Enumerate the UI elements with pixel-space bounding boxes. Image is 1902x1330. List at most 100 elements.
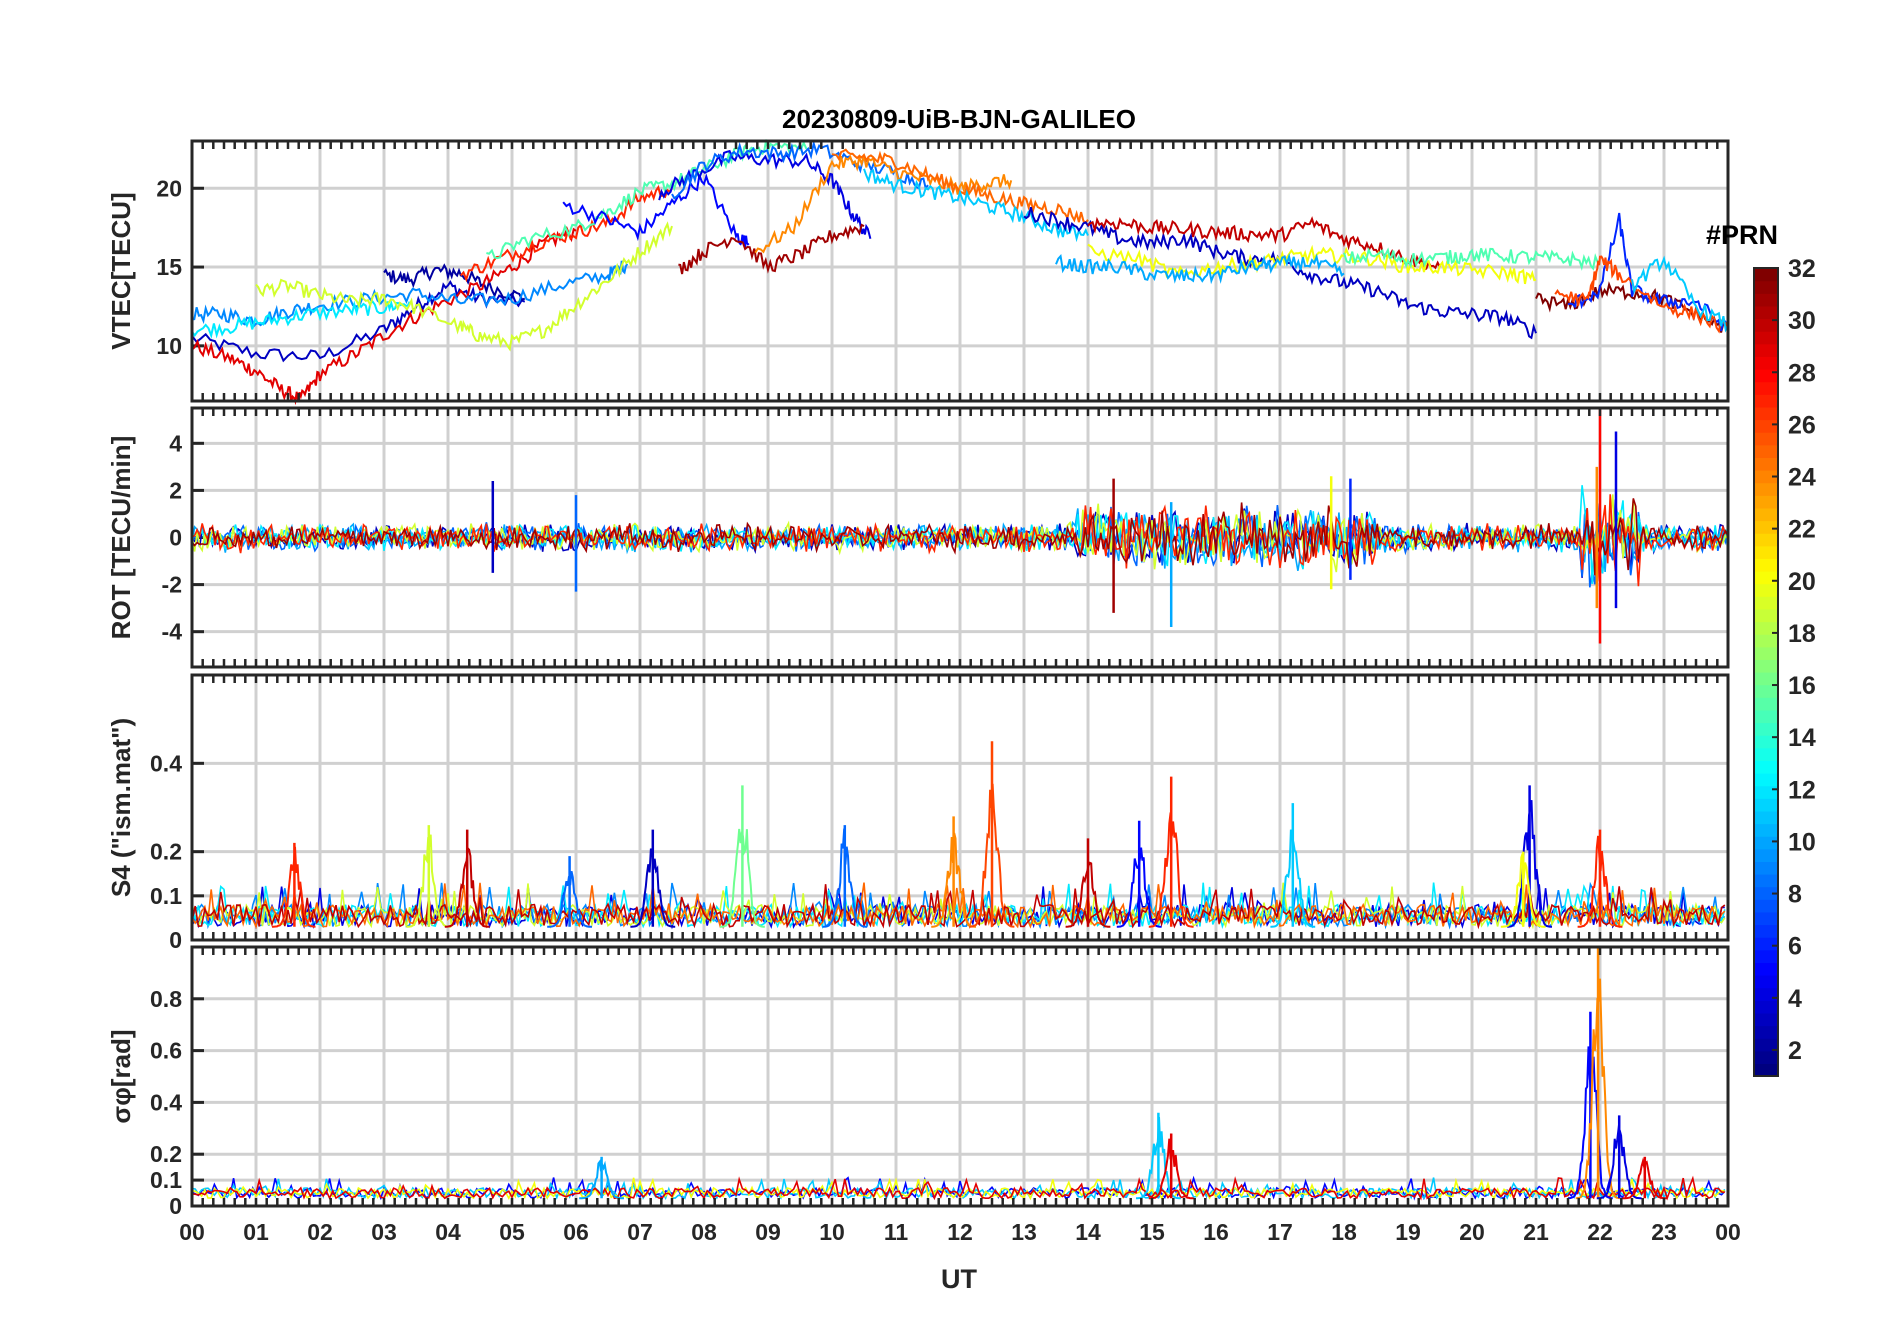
x-tick-label: 17	[1267, 1219, 1293, 1245]
y-tick-label: 0.1	[150, 883, 182, 909]
x-tick-label: 22	[1587, 1219, 1613, 1245]
colorbar-segment	[1754, 381, 1778, 395]
colorbar-segment	[1754, 457, 1778, 471]
x-tick-label: 06	[563, 1219, 589, 1245]
colorbar-segment	[1754, 798, 1778, 812]
x-tick-label: 10	[819, 1219, 845, 1245]
colorbar-segment	[1754, 886, 1778, 900]
colorbar-segment	[1754, 305, 1778, 320]
colorbar-segment	[1754, 810, 1778, 825]
colorbar-segment	[1754, 495, 1778, 509]
x-tick-label: 00	[1715, 1219, 1741, 1245]
x-tick-label: 21	[1523, 1219, 1549, 1245]
panel-vtec: 10 15 20 VTEC[TECU]	[106, 139, 1730, 406]
colorbar-tick-label: 8	[1788, 881, 1802, 909]
vtec-series-line	[1631, 255, 1729, 333]
x-tick-label: 13	[1011, 1219, 1037, 1245]
vtec-series-line	[255, 221, 673, 352]
vtec-series-line	[1087, 216, 1441, 272]
x-axis-label: UT	[941, 1264, 977, 1294]
colorbar-segment	[1754, 621, 1778, 635]
sigma_phi-series-line	[191, 1175, 1725, 1201]
sigma_phi-series-line	[191, 1176, 1726, 1201]
colorbar-segment	[1754, 356, 1778, 370]
y-tick-label: 2	[169, 477, 182, 503]
y-axis-label: ROT [TECU/min]	[106, 436, 136, 640]
colorbar-tick-label: 32	[1788, 255, 1816, 283]
x-tick-label: 11	[884, 1219, 909, 1245]
x-tick-label: 15	[1139, 1219, 1165, 1245]
y-tick-label: 0	[169, 1193, 182, 1219]
colorbar-segment	[1754, 634, 1778, 648]
y-tick-label: 4	[169, 430, 182, 456]
vtec-series-line	[486, 139, 808, 260]
colorbar-segment	[1754, 268, 1778, 282]
vtec-series-line	[678, 223, 865, 275]
y-tick-label: 0.2	[150, 839, 182, 865]
colorbar-segment	[1754, 911, 1778, 926]
colorbar-segment	[1754, 1000, 1778, 1014]
colorbar-segment	[1754, 785, 1778, 799]
series-group	[191, 741, 1726, 930]
y-tick-label: 15	[156, 254, 182, 280]
colorbar-segment	[1754, 419, 1778, 433]
colorbar-segment	[1754, 747, 1778, 761]
colorbar-segment	[1754, 293, 1778, 307]
colorbar-segment	[1754, 280, 1778, 294]
colorbar-segment	[1754, 507, 1778, 522]
colorbar-segment	[1754, 659, 1778, 673]
colorbar-segment	[1754, 1050, 1778, 1064]
x-tick-label: 01	[243, 1219, 269, 1245]
colorbar-tick-label: 4	[1788, 985, 1802, 1013]
colorbar-segment	[1754, 571, 1778, 585]
panel-frame	[190, 673, 1730, 942]
colorbar-segment	[1754, 949, 1778, 963]
s4-series-line	[191, 884, 1726, 930]
colorbar-tick-label: 30	[1788, 307, 1816, 335]
y-axis-label: σφ[rad]	[106, 1029, 136, 1123]
colorbar-segment	[1754, 874, 1778, 888]
x-tick-label: 19	[1395, 1219, 1421, 1245]
colorbar-segment	[1754, 558, 1778, 572]
panel-sigma_phi: 00.10.2 0.4 0.6 0.8 σφ[rad]	[106, 945, 1730, 1219]
x-tick-label: 09	[755, 1219, 781, 1245]
colorbar-segment	[1754, 975, 1778, 989]
colorbar-tick-label: 12	[1788, 776, 1816, 804]
colorbar-tick-label: 22	[1788, 516, 1816, 544]
x-tick-labels: 00 01 02 03 04 05 06 07 08 09 10 11 12 13 14 15 16 17 18 19…	[179, 1219, 1741, 1245]
colorbar-segment	[1754, 672, 1778, 686]
panel-frame	[190, 139, 1730, 403]
y-tick-label: 20	[156, 175, 182, 201]
rot-series-line	[191, 498, 1729, 576]
x-tick-label: 14	[1075, 1219, 1101, 1245]
chart-title: 20230809-UiB-BJN-GALILEO	[782, 104, 1136, 134]
colorbar-segment	[1754, 583, 1778, 597]
colorbar-segment	[1754, 331, 1778, 345]
y-tick-label: 0.8	[150, 986, 182, 1012]
x-tick-label: 04	[435, 1219, 461, 1245]
colorbar-segment	[1754, 823, 1778, 837]
colorbar-segment	[1754, 848, 1778, 862]
colorbar-segment	[1754, 899, 1778, 913]
series-group	[191, 139, 1729, 406]
colorbar-segment	[1754, 709, 1778, 724]
vtec-series-line	[191, 299, 411, 339]
colorbar-segment	[1754, 924, 1778, 938]
vtec-series-line	[1567, 212, 1729, 332]
x-tick-label: 20	[1459, 1219, 1485, 1245]
colorbar-segment	[1754, 432, 1778, 446]
colorbar-segment	[1754, 482, 1778, 496]
colorbar-segment	[1754, 1063, 1778, 1077]
colorbar-tick-label: 26	[1788, 411, 1816, 439]
colorbar-segment	[1754, 470, 1778, 484]
colorbar-segment	[1754, 520, 1778, 534]
colorbar-segment	[1754, 684, 1778, 698]
y-tick-label: 0.4	[150, 1089, 182, 1115]
panel-frame	[190, 945, 1730, 1208]
y-tick-label: 0	[169, 525, 182, 551]
vtec-series-line	[754, 153, 1013, 254]
colorbar-segment	[1754, 1012, 1778, 1027]
colorbar-segment	[1754, 987, 1778, 1001]
colorbar-segment	[1754, 406, 1778, 421]
colorbar-segment	[1754, 962, 1778, 976]
